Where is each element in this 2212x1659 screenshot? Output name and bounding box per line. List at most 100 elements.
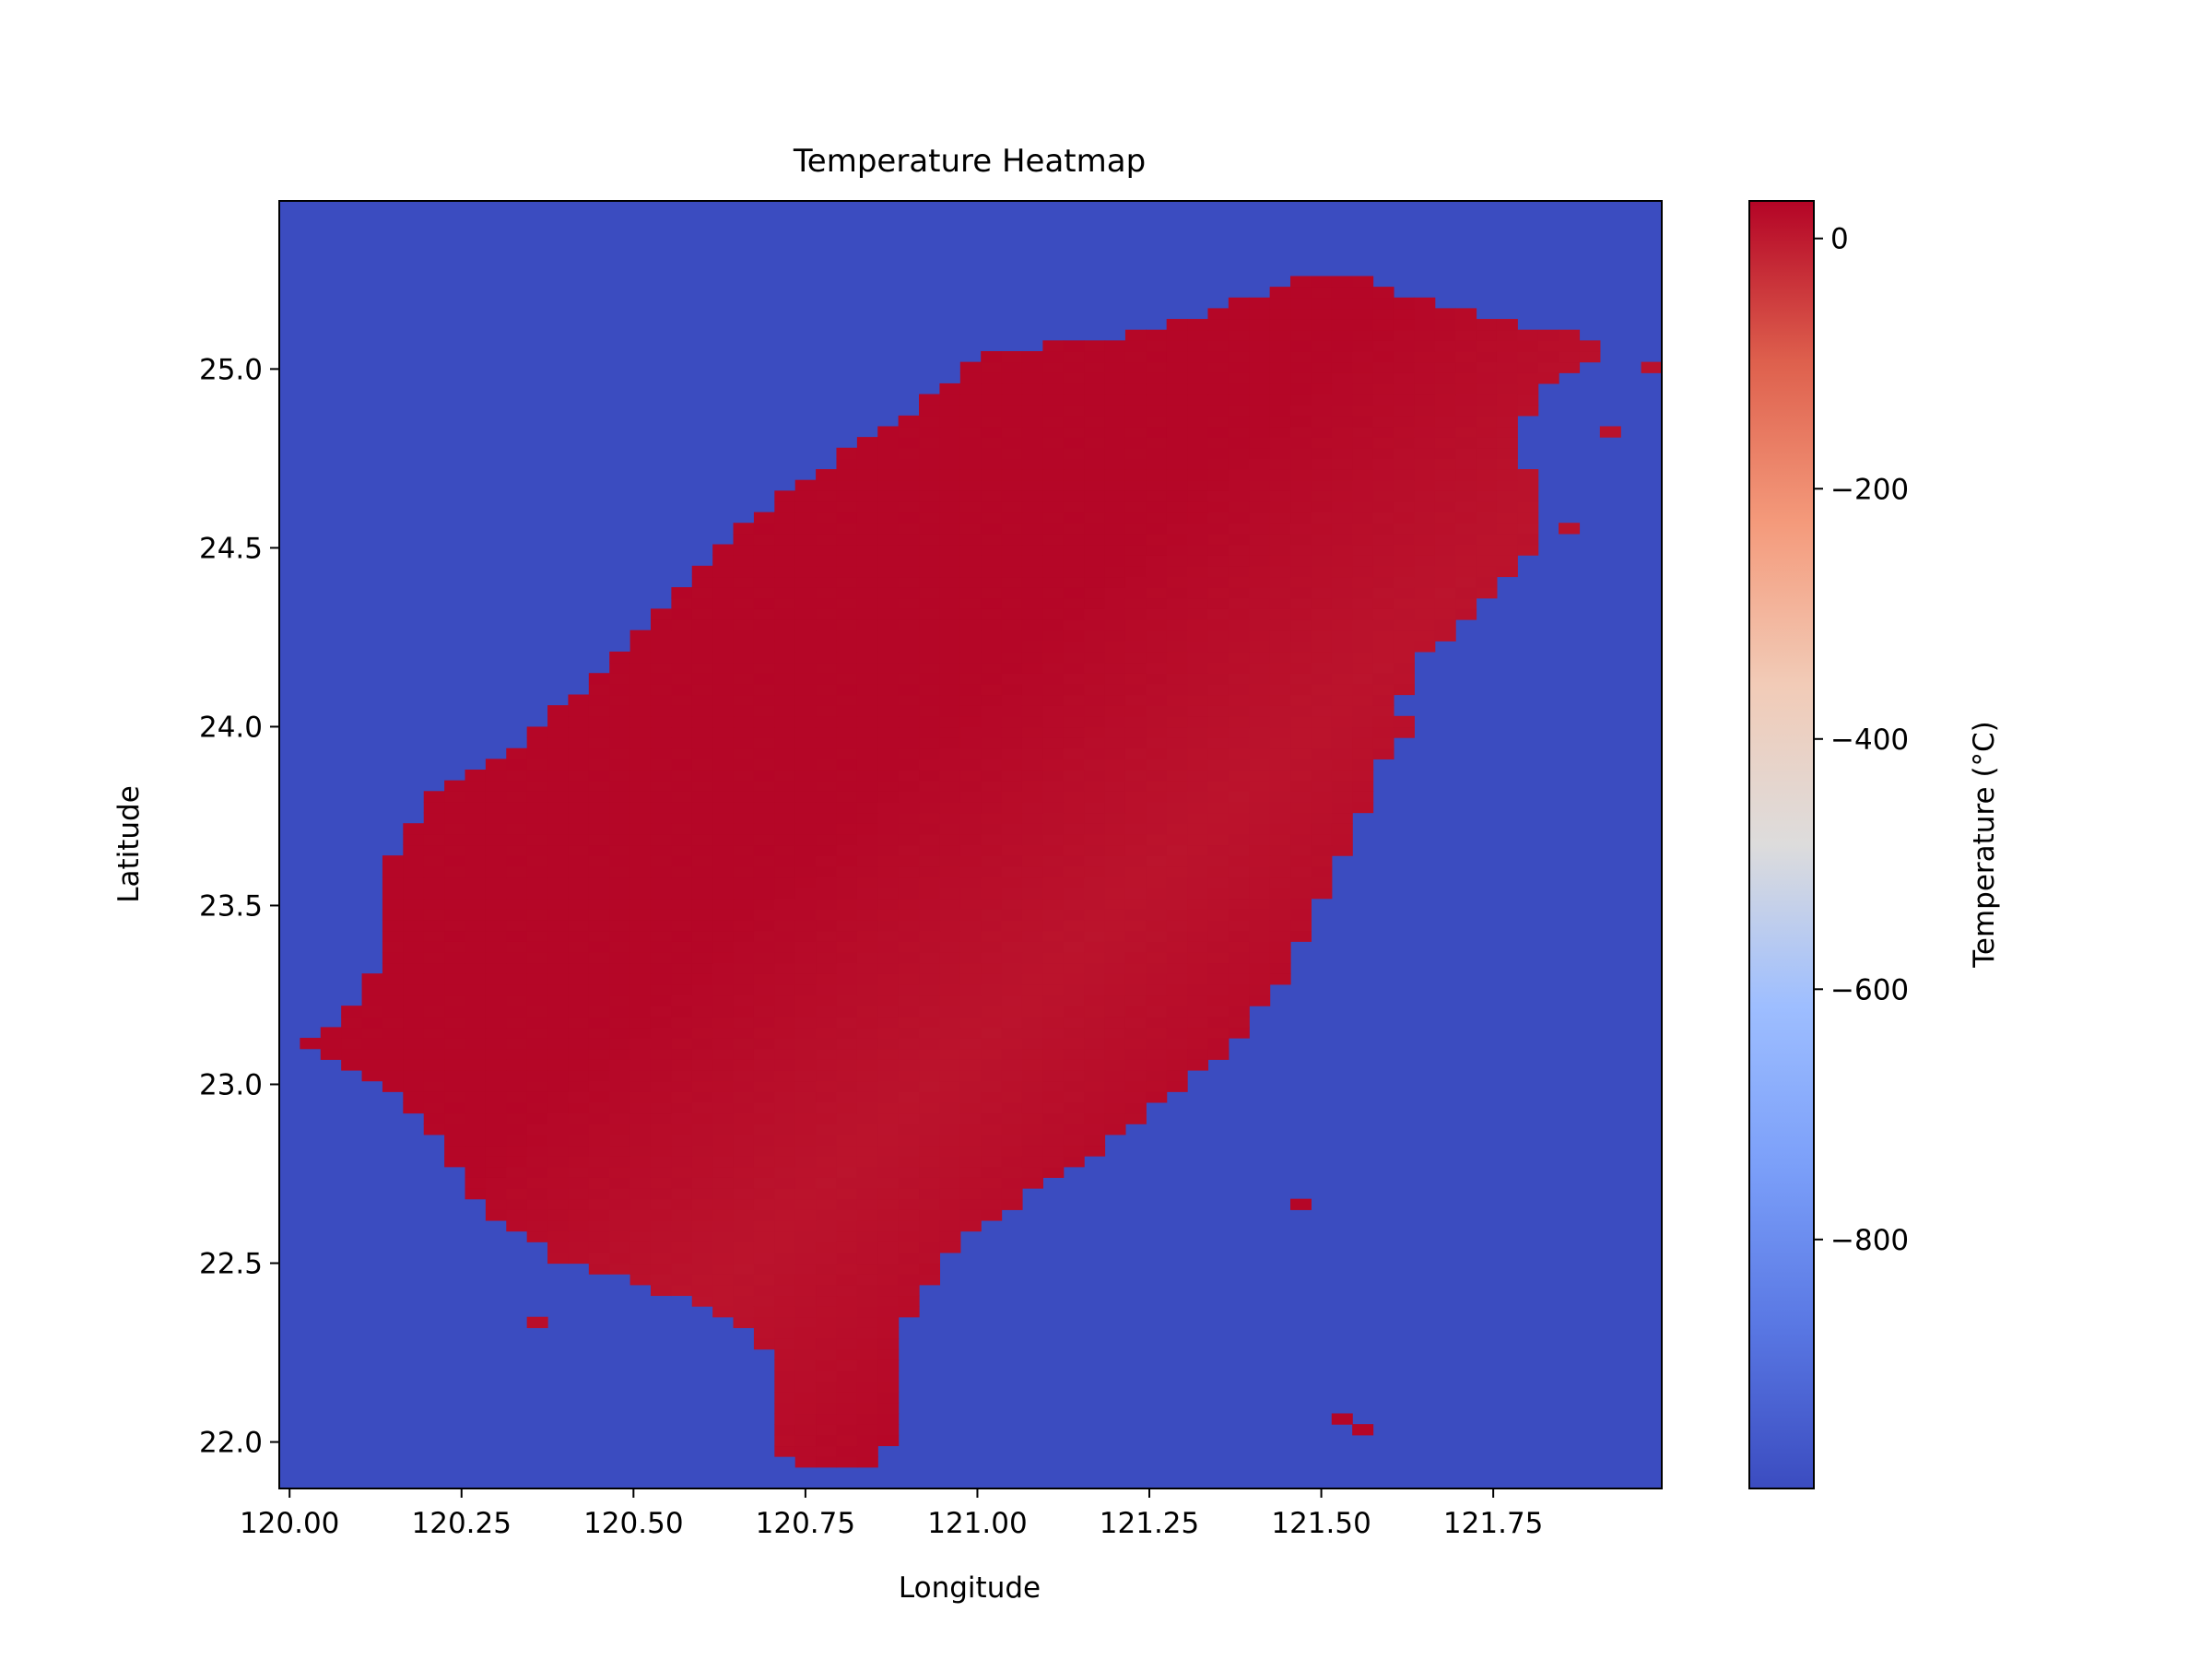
heatmap-cell	[1021, 673, 1043, 685]
heatmap-cell	[1372, 405, 1394, 417]
heatmap-cell	[547, 888, 570, 900]
heatmap-cell	[1146, 597, 1168, 609]
heatmap-cell	[691, 909, 713, 921]
heatmap-cell	[733, 1241, 755, 1253]
heatmap-cell	[403, 1038, 425, 1050]
heatmap-cell	[1084, 919, 1106, 932]
heatmap-cell	[588, 726, 610, 738]
heatmap-cell	[1269, 715, 1291, 728]
heatmap-cell	[609, 983, 631, 996]
heatmap-cell	[1352, 683, 1374, 696]
heatmap-cell	[712, 1274, 735, 1286]
heatmap-cell	[919, 469, 941, 481]
heatmap-cell	[877, 1338, 900, 1350]
heatmap-cell	[939, 1230, 961, 1242]
heatmap-cell	[671, 683, 693, 696]
heatmap-cell	[609, 673, 631, 685]
heatmap-cell	[1187, 490, 1209, 502]
heatmap-cell	[939, 415, 961, 428]
heatmap-cell	[320, 1048, 342, 1060]
heatmap-cell	[650, 1101, 672, 1114]
heatmap-cell	[774, 555, 796, 567]
heatmap-cell	[444, 994, 466, 1006]
heatmap-cell	[1372, 329, 1394, 341]
heatmap-cell	[919, 1080, 941, 1092]
heatmap-cell	[1290, 747, 1312, 759]
heatmap-cell	[1001, 437, 1023, 449]
heatmap-cell	[609, 877, 631, 888]
heatmap-cell	[794, 1413, 817, 1425]
heatmap-cell	[1146, 747, 1168, 759]
heatmap-cell	[1331, 490, 1353, 502]
heatmap-cell	[691, 994, 713, 1006]
heatmap-cell	[1084, 770, 1106, 782]
heatmap-cell	[526, 812, 548, 824]
heatmap-cell	[1249, 308, 1271, 320]
heatmap-cell	[1021, 382, 1043, 395]
heatmap-cell	[981, 833, 1003, 846]
heatmap-cell	[444, 791, 466, 803]
heatmap-cell	[939, 533, 961, 546]
heatmap-cell	[444, 898, 466, 910]
heatmap-cell	[1352, 361, 1374, 373]
heatmap-cell	[939, 951, 961, 964]
heatmap-cell	[877, 544, 900, 556]
heatmap-cell	[1290, 673, 1312, 685]
heatmap-cell	[609, 780, 631, 792]
heatmap-cell	[959, 1188, 982, 1200]
heatmap-cell	[836, 512, 858, 524]
heatmap-cell	[1001, 1101, 1023, 1114]
heatmap-cell	[836, 1209, 858, 1221]
heatmap-cell	[423, 1038, 445, 1050]
heatmap-cell	[1269, 426, 1291, 438]
heatmap-cell	[650, 994, 672, 1006]
heatmap-cell	[816, 1434, 838, 1447]
heatmap-cell	[1124, 361, 1147, 373]
heatmap-cell	[691, 576, 713, 588]
heatmap-cell	[1311, 544, 1333, 556]
heatmap-cell	[1269, 673, 1291, 685]
heatmap-cell	[898, 1101, 920, 1114]
heatmap-cell	[671, 1059, 693, 1071]
heatmap-cell	[898, 565, 920, 578]
heatmap-cell	[1084, 844, 1106, 856]
heatmap-cell	[1207, 361, 1230, 373]
heatmap-cell	[1166, 801, 1188, 814]
heatmap-cell	[1311, 833, 1333, 846]
heatmap-cell	[1476, 587, 1498, 599]
heatmap-cell	[341, 1016, 363, 1029]
heatmap-cell	[1269, 898, 1291, 910]
heatmap-cell	[403, 1006, 425, 1018]
heatmap-cell	[1042, 619, 1065, 631]
heatmap-cell	[816, 1134, 838, 1147]
heatmap-cell	[609, 726, 631, 738]
heatmap-cell	[403, 1027, 425, 1039]
heatmap-cell	[485, 1124, 507, 1135]
heatmap-cell	[1311, 523, 1333, 535]
heatmap-cell	[547, 812, 570, 824]
heatmap-cell	[485, 791, 507, 803]
heatmap-cell	[1228, 1006, 1250, 1018]
heatmap-cell	[753, 1177, 775, 1189]
heatmap-cell	[877, 512, 900, 524]
heatmap-cell	[1187, 629, 1209, 641]
heatmap-cell	[939, 608, 961, 620]
heatmap-cell	[898, 1188, 920, 1200]
heatmap-cell	[1393, 555, 1415, 567]
heatmap-cell	[794, 1027, 817, 1039]
heatmap-cell	[1146, 941, 1168, 953]
heatmap-cell	[877, 812, 900, 824]
heatmap-cell	[959, 780, 982, 792]
heatmap-cell	[856, 544, 878, 556]
heatmap-cell	[650, 608, 672, 620]
heatmap-cell	[1063, 994, 1085, 1006]
heatmap-cell	[526, 962, 548, 974]
heatmap-cell	[816, 1069, 838, 1082]
heatmap-cell	[712, 1284, 735, 1297]
heatmap-cell	[939, 1188, 961, 1200]
heatmap-cell	[1104, 865, 1126, 878]
heatmap-cell	[1331, 437, 1353, 449]
heatmap-cell	[1146, 705, 1168, 717]
heatmap-cell	[1187, 447, 1209, 459]
heatmap-cell	[1352, 641, 1374, 653]
